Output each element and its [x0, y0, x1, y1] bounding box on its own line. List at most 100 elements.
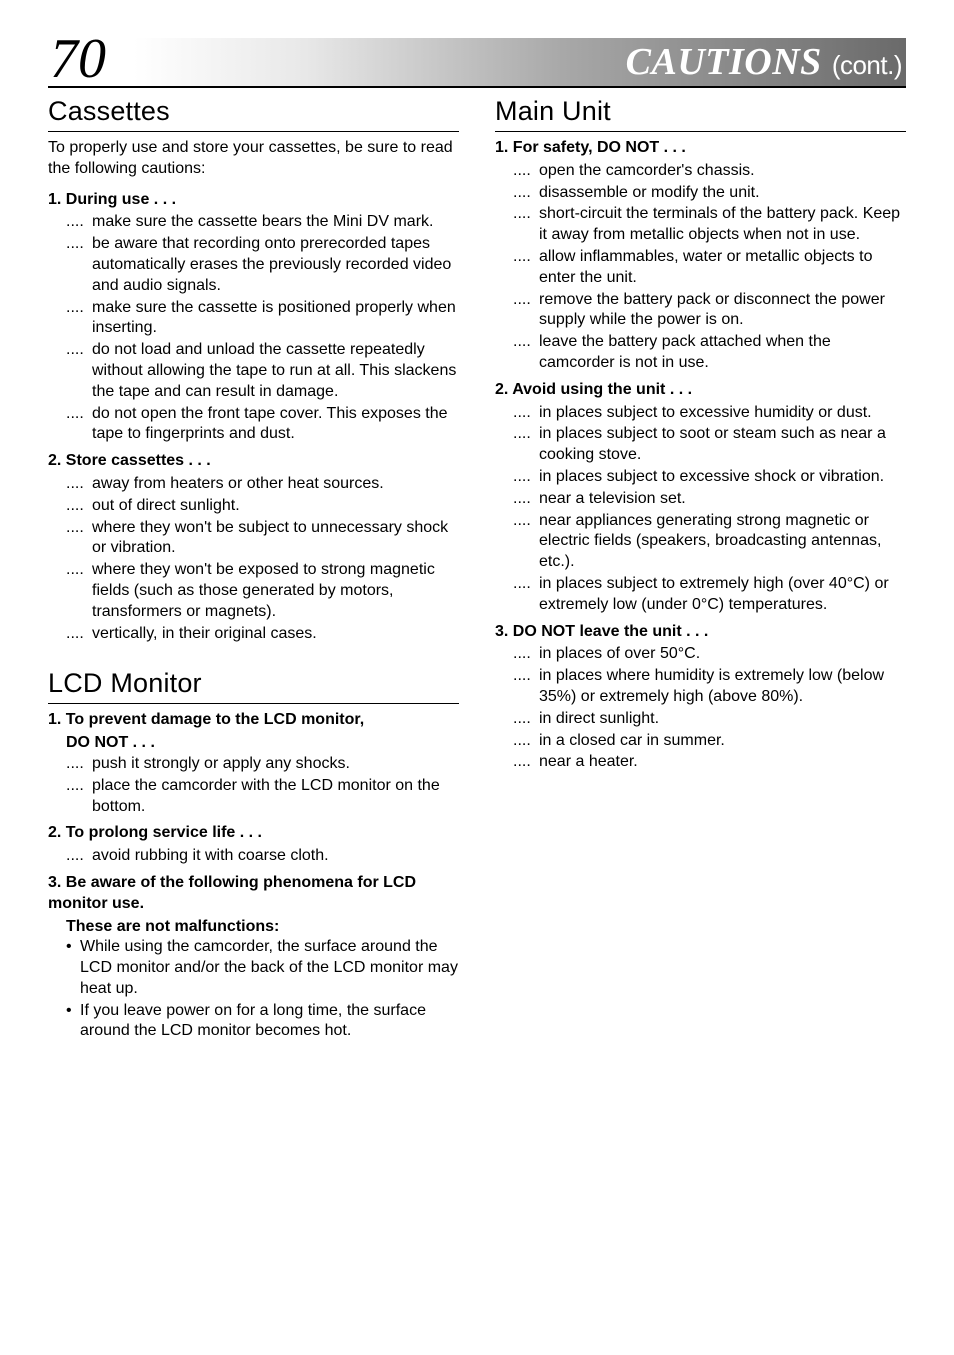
dots-marker: ....	[66, 518, 92, 560]
heading-during-use: 1. During use . . .	[48, 190, 459, 211]
item-text: in places of over 50°C.	[539, 644, 700, 665]
dots-marker: ....	[513, 403, 539, 424]
heading-phenomena-a: 3. Be aware of the following phenomena f…	[48, 873, 459, 915]
header-title-wrap: CAUTIONS (cont.)	[626, 40, 902, 86]
list-item: •While using the camcorder, the surface …	[66, 937, 459, 999]
list-item: ....in places of over 50°C.	[513, 644, 906, 665]
page-header: 70 CAUTIONS (cont.)	[48, 38, 906, 88]
heading-store-cassettes: 2. Store cassettes . . .	[48, 451, 459, 472]
content-columns: Cassettes To properly use and store your…	[48, 96, 906, 1043]
dots-marker: ....	[513, 574, 539, 616]
bullet-marker: •	[66, 937, 80, 999]
item-text: do not open the front tape cover. This e…	[92, 404, 459, 446]
item-text: in places where humidity is extremely lo…	[539, 666, 906, 708]
section-title-cassettes: Cassettes	[48, 96, 459, 132]
dots-marker: ....	[66, 474, 92, 495]
item-text: avoid rubbing it with coarse cloth.	[92, 846, 329, 867]
item-text: where they won't be exposed to strong ma…	[92, 560, 459, 622]
dots-marker: ....	[513, 332, 539, 374]
dots-marker: ....	[513, 290, 539, 332]
list-item: ....place the camcorder with the LCD mon…	[66, 776, 459, 818]
item-text: place the camcorder with the LCD monitor…	[92, 776, 459, 818]
dots-marker: ....	[513, 183, 539, 204]
list-item: ....leave the battery pack attached when…	[513, 332, 906, 374]
dots-marker: ....	[66, 560, 92, 622]
list-item: ....in places subject to excessive shock…	[513, 467, 906, 488]
dots-marker: ....	[513, 467, 539, 488]
item-text: vertically, in their original cases.	[92, 624, 317, 645]
heading-phenomena-b: These are not malfunctions:	[66, 917, 459, 938]
item-text: disassemble or modify the unit.	[539, 183, 760, 204]
bullet-marker: •	[66, 1001, 80, 1043]
dots-marker: ....	[513, 752, 539, 773]
heading-safety: 1. For safety, DO NOT . . .	[495, 138, 906, 159]
item-text: where they won't be subject to unnecessa…	[92, 518, 459, 560]
cassettes-intro: To properly use and store your cassettes…	[48, 138, 459, 180]
item-text: short-circuit the terminals of the batte…	[539, 204, 906, 246]
dots-marker: ....	[66, 298, 92, 340]
list-phenomena: •While using the camcorder, the surface …	[66, 937, 459, 1042]
dots-marker: ....	[66, 404, 92, 446]
dots-marker: ....	[513, 424, 539, 466]
list-item: •If you leave power on for a long time, …	[66, 1001, 459, 1043]
list-item: ....do not open the front tape cover. Th…	[66, 404, 459, 446]
item-text: push it strongly or apply any shocks.	[92, 754, 350, 775]
dots-marker: ....	[66, 340, 92, 402]
list-item: ....make sure the cassette bears the Min…	[66, 212, 459, 233]
list-item: ....in places subject to excessive humid…	[513, 403, 906, 424]
list-item: ....disassemble or modify the unit.	[513, 183, 906, 204]
heading-prevent-damage-a: 1. To prevent damage to the LCD monitor,	[48, 710, 459, 731]
item-text: near a television set.	[539, 489, 686, 510]
item-text: near appliances generating strong magnet…	[539, 511, 906, 573]
list-item: ....in direct sunlight.	[513, 709, 906, 730]
item-text: near a heater.	[539, 752, 638, 773]
heading-prolong-life: 2. To prolong service life . . .	[48, 823, 459, 844]
list-item: ....be aware that recording onto prereco…	[66, 234, 459, 296]
list-store-cassettes: ....away from heaters or other heat sour…	[66, 474, 459, 644]
list-item: ....in places subject to extremely high …	[513, 574, 906, 616]
dots-marker: ....	[513, 511, 539, 573]
list-item: ....in places subject to soot or steam s…	[513, 424, 906, 466]
item-text: in places subject to excessive humidity …	[539, 403, 872, 424]
dots-marker: ....	[66, 234, 92, 296]
item-text: leave the battery pack attached when the…	[539, 332, 906, 374]
heading-prevent-damage-b: DO NOT . . .	[66, 733, 459, 754]
section-title-lcd: LCD Monitor	[48, 668, 459, 704]
dots-marker: ....	[513, 247, 539, 289]
item-text: in places subject to soot or steam such …	[539, 424, 906, 466]
list-avoid-using: ....in places subject to excessive humid…	[513, 403, 906, 616]
dots-marker: ....	[66, 776, 92, 818]
item-text: allow inflammables, water or metallic ob…	[539, 247, 906, 289]
right-column: Main Unit 1. For safety, DO NOT . . . ..…	[495, 96, 906, 1043]
dots-marker: ....	[513, 709, 539, 730]
dots-marker: ....	[66, 624, 92, 645]
list-item: ....remove the battery pack or disconnec…	[513, 290, 906, 332]
heading-do-not-leave: 3. DO NOT leave the unit . . .	[495, 622, 906, 643]
list-safety: ....open the camcorder's chassis. ....di…	[513, 161, 906, 374]
page-number: 70	[48, 34, 106, 86]
item-text: be aware that recording onto prerecorded…	[92, 234, 459, 296]
item-text: in direct sunlight.	[539, 709, 659, 730]
dots-marker: ....	[513, 489, 539, 510]
list-item: ....make sure the cassette is positioned…	[66, 298, 459, 340]
item-text: open the camcorder's chassis.	[539, 161, 755, 182]
list-item: ....do not load and unload the cassette …	[66, 340, 459, 402]
list-prevent-damage: ....push it strongly or apply any shocks…	[66, 754, 459, 817]
list-item: ....away from heaters or other heat sour…	[66, 474, 459, 495]
header-cont: (cont.)	[832, 50, 902, 81]
dots-marker: ....	[513, 161, 539, 182]
dots-marker: ....	[513, 666, 539, 708]
dots-marker: ....	[66, 212, 92, 233]
heading-avoid-using: 2. Avoid using the unit . . .	[495, 380, 906, 401]
list-item: ....near appliances generating strong ma…	[513, 511, 906, 573]
item-text: in places subject to extremely high (ove…	[539, 574, 906, 616]
list-item: ....open the camcorder's chassis.	[513, 161, 906, 182]
list-item: ....where they won't be subject to unnec…	[66, 518, 459, 560]
item-text: make sure the cassette is positioned pro…	[92, 298, 459, 340]
dots-marker: ....	[66, 496, 92, 517]
left-column: Cassettes To properly use and store your…	[48, 96, 459, 1043]
list-item: ....near a television set.	[513, 489, 906, 510]
item-text: do not load and unload the cassette repe…	[92, 340, 459, 402]
list-item: ....push it strongly or apply any shocks…	[66, 754, 459, 775]
item-text: While using the camcorder, the surface a…	[80, 937, 459, 999]
